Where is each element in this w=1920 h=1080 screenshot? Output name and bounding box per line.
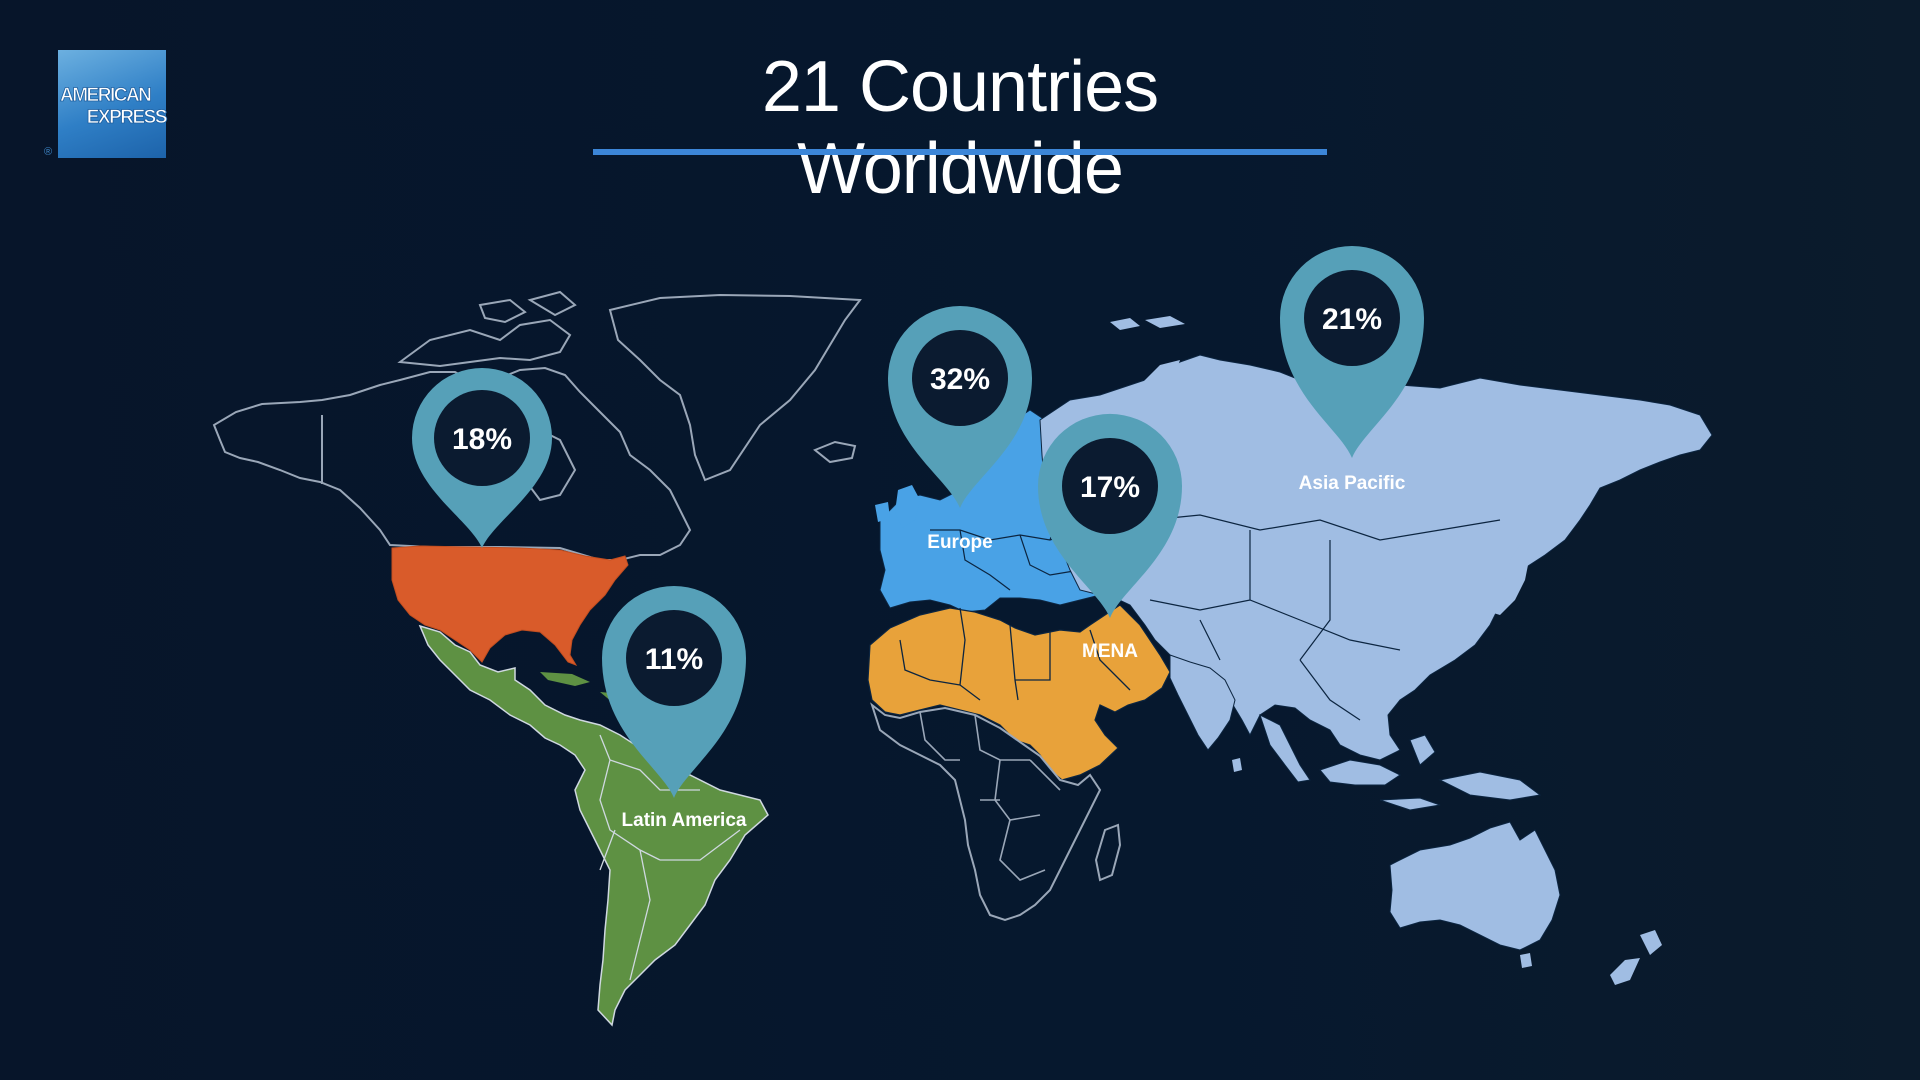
region-label: MENA	[1082, 641, 1138, 662]
india	[1169, 654, 1236, 751]
region-label: Europe	[927, 532, 992, 553]
madagascar	[1094, 823, 1122, 882]
pin-europe: 32% Europe	[888, 306, 1032, 553]
american-express-logo: AMERICAN EXPRESS	[58, 50, 168, 158]
region-label: Asia Pacific	[1299, 473, 1406, 494]
pin-center	[912, 330, 1008, 426]
asia-arctic-islands	[1110, 316, 1185, 385]
registered-mark: ®	[44, 146, 53, 158]
pin-latin-america: 11% Latin America	[602, 586, 747, 831]
pin-center	[1062, 438, 1158, 534]
pin-north-america: 18%	[412, 368, 552, 548]
mena-region	[867, 604, 1171, 781]
japan	[1490, 520, 1540, 615]
page-title: 21 Countries Worldwide	[761, 47, 1159, 209]
canada-alaska-outline	[212, 366, 692, 561]
africa-borders	[919, 711, 1061, 881]
latin-america-borders	[599, 734, 741, 981]
pin-center	[1304, 270, 1400, 366]
title-underline	[593, 149, 1327, 155]
iceland	[813, 440, 857, 464]
uk-ireland	[875, 485, 920, 528]
arctic-islands	[397, 290, 577, 368]
percent-label: 21%	[1322, 303, 1382, 336]
logo-line-2: EXPRESS	[86, 107, 168, 128]
tasmania	[1520, 953, 1532, 968]
pin-center	[434, 390, 530, 486]
greenland	[608, 293, 862, 482]
mena-borders	[899, 607, 1131, 701]
europe-borders	[930, 504, 1091, 591]
percent-label: 32%	[930, 363, 990, 396]
pin-center	[626, 610, 722, 706]
percent-label: 11%	[645, 643, 703, 676]
logo-line-1: AMERICAN	[60, 85, 153, 106]
sri-lanka	[1232, 758, 1242, 772]
latin-america-region	[418, 624, 769, 1027]
pin-asia-pacific: 21% Asia Pacific	[1280, 246, 1424, 494]
percent-label: 17%	[1080, 471, 1140, 504]
region-label: Latin America	[622, 810, 747, 831]
pin-mena: 17% MENA	[1037, 413, 1182, 662]
australia	[1389, 821, 1561, 951]
africa-outline	[870, 702, 1102, 922]
usa-region	[391, 545, 629, 666]
asia-borders	[1149, 514, 1501, 721]
southeast-asia	[1259, 714, 1542, 811]
new-zealand	[1610, 930, 1662, 985]
percent-label: 18%	[452, 423, 512, 456]
